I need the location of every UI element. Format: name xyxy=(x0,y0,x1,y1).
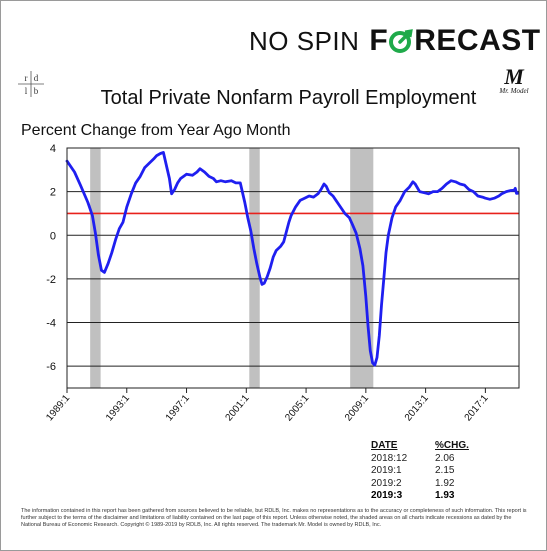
table-row: 2019:1 2.15 xyxy=(371,465,485,478)
mr-model-mark: M xyxy=(504,64,524,89)
x-tick-label: 2013:1 xyxy=(403,393,431,424)
x-tick-label: 2009:1 xyxy=(343,393,371,424)
y-tick-label: 4 xyxy=(50,143,56,155)
y-tick-label: -2 xyxy=(46,274,56,286)
brand-no-spin: NO SPIN xyxy=(249,25,360,56)
mr-model-logo: M Mr. Model xyxy=(498,64,530,97)
x-tick-label: 1997:1 xyxy=(164,393,192,424)
table-cell-date: 2019:1 xyxy=(371,465,402,476)
data-table: DATE %CHG. 2018:12 2.06 2019:1 2.15 2019… xyxy=(371,440,485,503)
x-tick-label: 2017:1 xyxy=(463,393,491,424)
mr-model-text: Mr. Model xyxy=(499,87,529,95)
table-cell-chg: 2.15 xyxy=(435,465,455,476)
plot-border xyxy=(66,147,520,389)
disclaimer-text: The information contained in this report… xyxy=(21,508,527,529)
table-cell-chg: 2.06 xyxy=(435,452,455,464)
table-cell-chg: 1.93 xyxy=(435,490,455,501)
chart-title: Total Private Nonfarm Payroll Employment xyxy=(100,87,477,109)
svg-text:d: d xyxy=(34,73,39,83)
y-tick-label: -6 xyxy=(46,361,56,373)
table-header-date: DATE xyxy=(371,440,398,451)
brand-forecast-f: F xyxy=(369,24,389,57)
table-cell-date: 2019:2 xyxy=(371,477,402,489)
series-line xyxy=(65,151,520,367)
svg-text:l: l xyxy=(25,86,28,96)
y-tick-label: 0 xyxy=(50,230,56,242)
svg-text:r: r xyxy=(25,73,28,83)
brand-forecast: F RECAST xyxy=(369,24,540,58)
table-cell-date: 2018:12 xyxy=(371,452,408,464)
table-cell-chg: 1.92 xyxy=(435,477,455,489)
table-row: 2018:12 2.06 xyxy=(371,453,485,466)
table-header-chg: %CHG. xyxy=(435,440,469,451)
x-tick-label: 1993:1 xyxy=(104,393,132,424)
table-cell-date: 2019:3 xyxy=(371,490,403,501)
table-row-latest: 2019:3 1.93 xyxy=(371,490,485,503)
y-tick-label: 2 xyxy=(50,187,56,199)
x-tick-label: 2005:1 xyxy=(283,393,311,424)
table-header-row: DATE %CHG. xyxy=(371,440,485,453)
x-tick-label: 1989:1 xyxy=(44,393,72,424)
svg-text:b: b xyxy=(34,86,39,96)
table-row: 2019:2 1.92 xyxy=(371,478,485,491)
brand-logo: NO SPIN F RECAST xyxy=(249,23,541,59)
brand-forecast-rest: RECAST xyxy=(414,24,541,57)
rdlb-logo-icon: r d l b xyxy=(18,71,44,97)
y-tick-label: -4 xyxy=(46,318,56,330)
recession-band xyxy=(249,148,260,388)
chart-subtitle: Percent Change from Year Ago Month xyxy=(21,122,291,139)
recession-band xyxy=(90,148,101,388)
x-tick-label: 2001:1 xyxy=(224,393,252,424)
chart-svg: 4 2 0 -2 -4 -6 1989:1 1993:1 1997:1 2001:1 2005:1 2… xyxy=(44,143,520,424)
target-arrow-icon xyxy=(389,29,414,53)
